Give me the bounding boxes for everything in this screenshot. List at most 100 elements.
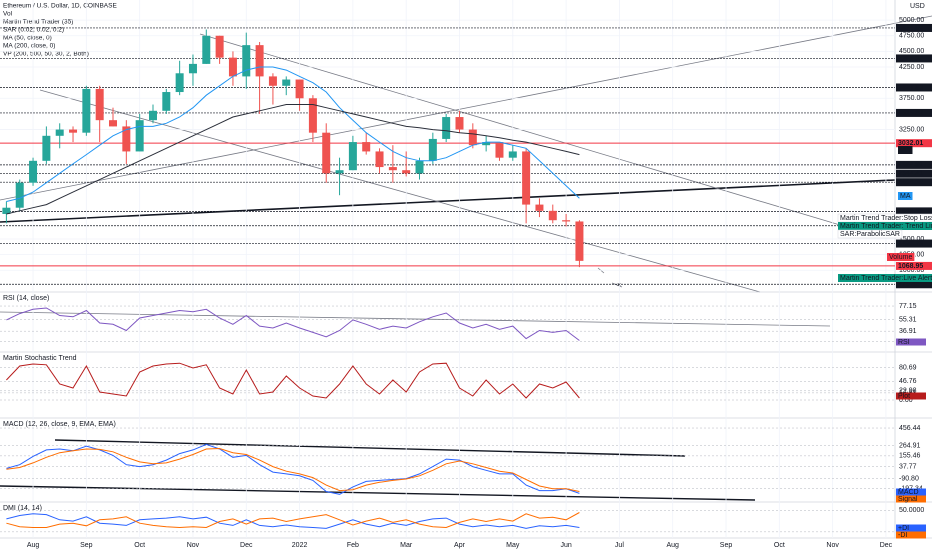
level-tag bbox=[896, 83, 932, 92]
x-tick-label: Mar bbox=[400, 542, 413, 549]
candle-body bbox=[575, 221, 584, 261]
tag-label: Volume bbox=[889, 254, 912, 261]
level-label: 1941.11 bbox=[898, 208, 923, 215]
candle-body bbox=[15, 182, 24, 208]
tag-box bbox=[837, 229, 903, 239]
series-tag-label: +DI bbox=[898, 525, 909, 532]
rsi-trend-line bbox=[0, 311, 831, 327]
legend-entry: VP (200, 500, 50, 30, 2, Both) bbox=[3, 51, 89, 58]
x-tick-label: Oct bbox=[134, 542, 145, 549]
legend-entry: SAR (0.02, 0.02, 0.2) bbox=[3, 27, 64, 34]
tag-label: MA bbox=[900, 193, 911, 200]
x-tick-label: 2022 bbox=[292, 542, 308, 549]
x-tick-label: Aug bbox=[666, 542, 679, 549]
chart-title: Ethereum / U.S. Dollar, 1D, COINBASE bbox=[3, 3, 117, 10]
series-tag-label: -DI bbox=[898, 532, 907, 539]
level-tag bbox=[896, 239, 932, 248]
level-tag bbox=[896, 261, 932, 270]
level-tag bbox=[896, 139, 932, 148]
candle-body bbox=[109, 120, 118, 127]
candle-body bbox=[562, 220, 571, 222]
candle-body bbox=[535, 204, 544, 211]
level-tag bbox=[896, 178, 932, 187]
tag-label: MA bbox=[900, 147, 911, 154]
level-label: 775.83 bbox=[898, 281, 920, 288]
tag-box bbox=[838, 222, 932, 230]
y-tick-label: 50.0000 bbox=[899, 507, 924, 514]
level-tag bbox=[896, 207, 932, 216]
series-tag-label: MACD bbox=[898, 489, 919, 496]
y-tick-label: 36.91 bbox=[899, 328, 917, 335]
series-tag bbox=[896, 531, 926, 539]
panel-title: DMI (14, 14) bbox=[3, 505, 42, 512]
tag-box bbox=[898, 192, 913, 200]
indicator-line bbox=[6, 513, 580, 529]
tag-label: Martin Trend Trader:Live Alert bbox=[840, 275, 932, 282]
candle-body bbox=[388, 167, 397, 171]
indicator-line bbox=[6, 104, 580, 215]
y-tick-label: 5000.00 bbox=[899, 17, 924, 24]
candle-body bbox=[455, 117, 464, 130]
panel-title: RSI (14, close) bbox=[3, 295, 49, 302]
candle-body bbox=[322, 132, 331, 174]
y-tick-label: 55.31 bbox=[899, 317, 917, 324]
x-tick-label: Oct bbox=[774, 542, 785, 549]
candle-body bbox=[442, 117, 451, 139]
x-tick-label: Dec bbox=[240, 542, 253, 549]
candle-body bbox=[95, 88, 104, 121]
tag-label: SAR:ParabolicSAR bbox=[840, 231, 900, 238]
x-tick-label: May bbox=[506, 542, 520, 549]
series-tag-label: Signal bbox=[898, 496, 918, 503]
trend-line bbox=[0, 179, 896, 223]
candle-body bbox=[135, 120, 144, 152]
legend-entry: MA (200, close, 0) bbox=[3, 43, 55, 50]
candle-body bbox=[348, 142, 357, 171]
y-tick-label: 155.46 bbox=[899, 453, 921, 460]
candle-body bbox=[175, 73, 184, 93]
candle-body bbox=[122, 126, 131, 152]
tag-label: Martin Trend Trader: Trend Line bbox=[840, 223, 932, 230]
candle-body bbox=[29, 160, 38, 183]
level-label: 3922.83 bbox=[898, 84, 923, 91]
level-label: 3032.01 bbox=[898, 140, 923, 147]
level-label: 1426.78 bbox=[898, 240, 923, 247]
tag-box bbox=[838, 274, 932, 282]
x-tick-label: Jul bbox=[615, 542, 624, 549]
y-tick-label: 3250.00 bbox=[899, 126, 924, 133]
currency-label: USD bbox=[910, 3, 925, 10]
y-tick-label: 22.98 bbox=[899, 388, 917, 395]
indicator-line bbox=[6, 443, 580, 495]
y-tick-label: 0.00 bbox=[899, 397, 913, 404]
series-tag bbox=[896, 524, 926, 532]
x-tick-label: Nov bbox=[187, 542, 200, 549]
candle-body bbox=[255, 45, 264, 77]
y-tick-label: 37.77 bbox=[899, 464, 917, 471]
level-tag bbox=[896, 169, 932, 178]
indicator-line bbox=[6, 307, 580, 341]
candle-body bbox=[362, 142, 371, 152]
level-label: 2544.41 bbox=[898, 171, 923, 178]
level-label: 4874.97 bbox=[898, 25, 923, 32]
series-tag bbox=[896, 488, 926, 496]
x-tick-label: Nov bbox=[826, 542, 839, 549]
candle-body bbox=[228, 57, 237, 77]
candle-body bbox=[482, 142, 491, 146]
x-tick-label: Apr bbox=[454, 542, 466, 549]
y-tick-label: 264.91 bbox=[899, 443, 921, 450]
y-tick-label: 456.44 bbox=[899, 425, 921, 432]
candle-body bbox=[282, 79, 291, 86]
level-label: 1068.95 bbox=[898, 263, 923, 270]
candle-body bbox=[82, 88, 91, 133]
candle-body bbox=[375, 151, 384, 168]
x-tick-label: Sep bbox=[720, 542, 733, 549]
legend-entry: Vol bbox=[3, 11, 13, 18]
x-tick-label: Sep bbox=[80, 542, 93, 549]
tag-box bbox=[898, 146, 913, 154]
candle-body bbox=[548, 210, 557, 221]
candle-body bbox=[415, 160, 424, 174]
panel-title: MACD (12, 26, close, 9, EMA, EMA) bbox=[3, 421, 116, 428]
level-label: 2408.10 bbox=[898, 179, 923, 186]
y-tick-label: 4250.00 bbox=[899, 64, 924, 71]
level-tag bbox=[896, 108, 932, 117]
